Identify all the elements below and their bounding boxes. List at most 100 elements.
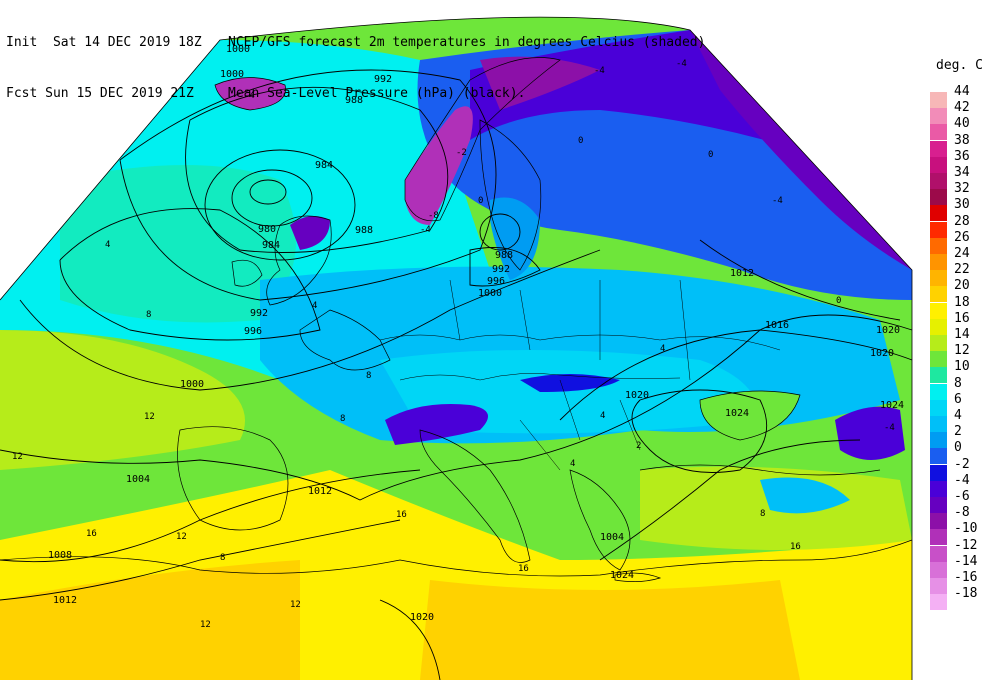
- temperature-label: 8: [760, 509, 765, 519]
- legend-label: -6: [954, 489, 970, 504]
- isobar-label: 984: [262, 240, 280, 251]
- legend-swatch: [930, 578, 947, 594]
- isobar-label: 996: [244, 326, 262, 337]
- legend-swatch: [930, 302, 947, 319]
- temperature-label: -4: [772, 196, 783, 206]
- legend-swatch: [930, 383, 947, 400]
- isobar-label: 1020: [625, 390, 649, 401]
- isobar-label: 1004: [600, 532, 624, 543]
- legend-label: 32: [954, 181, 970, 197]
- temperature-label: 4: [570, 459, 575, 469]
- temperature-label-group: -4 -4 -8 -2 -4 0 0 0 8 4 8 12 12 16 16 1…: [12, 59, 895, 630]
- legend-swatch: [930, 480, 947, 497]
- isobar-label: 1008: [48, 550, 72, 561]
- legend-label: 24: [954, 246, 970, 261]
- legend-swatch: [930, 432, 947, 449]
- temperature-label: 8: [340, 414, 345, 424]
- temperature-label: 12: [12, 452, 23, 462]
- isobar-label: 980: [258, 224, 276, 235]
- isobar-label: 992: [250, 308, 268, 319]
- legend-swatch: [930, 351, 947, 368]
- temperature-label: -4: [594, 66, 605, 76]
- legend-label: -4: [954, 472, 970, 488]
- legend-label: 0: [954, 440, 962, 456]
- temperature-label: 0: [578, 136, 583, 146]
- header-left: Init Sat 14 DEC 2019 18Z Fcst Sun 15 DEC…: [6, 0, 202, 119]
- temperature-label: 12: [290, 600, 301, 610]
- legend-label: 14: [954, 327, 970, 342]
- map-title: NCEP/GFS forecast 2m temperatures in deg…: [228, 35, 706, 50]
- legend-swatch: [930, 205, 947, 222]
- forecast-time: Fcst Sun 15 DEC 2019 21Z: [6, 86, 194, 101]
- legend-label: 42: [954, 100, 970, 116]
- temperature-label: 16: [86, 529, 97, 539]
- legend-swatch: [930, 335, 947, 351]
- legend-swatch: [930, 448, 947, 465]
- legend-swatch: [930, 124, 947, 141]
- legend-label: 16: [954, 310, 970, 326]
- temperature-label: 0: [836, 296, 841, 306]
- legend-swatch: [930, 254, 947, 270]
- legend-swatch: [930, 173, 947, 189]
- isobar-label: 1012: [730, 268, 754, 279]
- isobar-label: 1020: [410, 612, 434, 623]
- isobar-label: 1016: [765, 320, 789, 331]
- legend-label: -18: [954, 586, 978, 602]
- isobar-label: 992: [374, 74, 392, 85]
- temperature-label: 12: [144, 412, 155, 422]
- isobar-label: 1020: [870, 348, 894, 359]
- temperature-label: -4: [420, 225, 431, 235]
- temperature-label: 12: [200, 620, 211, 630]
- isobar-label: 984: [315, 160, 333, 171]
- legend-label: 30: [954, 197, 970, 213]
- isobar-label: 1004: [126, 474, 150, 485]
- legend-swatch: [930, 108, 947, 125]
- isobar-label: 1024: [725, 408, 749, 419]
- temperature-label: 4: [105, 240, 110, 250]
- isobar-label-group: 1000 992 988 984 980 984 988 988 992 996…: [48, 44, 904, 623]
- temperature-label: -4: [676, 59, 687, 69]
- legend-label: 2: [954, 424, 962, 440]
- legend-label: -16: [954, 570, 978, 585]
- temperature-label: 16: [790, 542, 801, 552]
- isobar-label: 1024: [610, 570, 634, 581]
- legend-swatch: [930, 399, 947, 416]
- legend-swatch: [930, 529, 947, 546]
- legend-swatch: [930, 189, 947, 206]
- isobar-label: 1000: [478, 288, 502, 299]
- temperature-label: 16: [396, 510, 407, 520]
- legend-label: -12: [954, 537, 978, 553]
- isobar-label: 992: [492, 264, 510, 275]
- temperature-label: 12: [176, 532, 187, 542]
- legend-title: deg. C: [936, 58, 983, 73]
- legend-swatch: [930, 140, 947, 157]
- legend-swatch: [930, 156, 947, 173]
- isobar-label: 988: [495, 250, 513, 261]
- temperature-label: -4: [884, 423, 895, 433]
- legend-label: -2: [954, 456, 970, 472]
- legend-label: 18: [954, 294, 970, 310]
- temperature-label: -8: [428, 211, 439, 221]
- legend-swatch: [930, 416, 947, 432]
- isobars: [0, 69, 913, 680]
- isobar-label: 988: [345, 95, 363, 106]
- legend-swatch: [930, 92, 947, 108]
- legend-label: 36: [954, 148, 970, 164]
- isobar-label: 1012: [53, 595, 77, 606]
- legend-swatch: [930, 464, 947, 481]
- legend-label: -10: [954, 521, 978, 537]
- temperature-label: 8: [220, 553, 225, 563]
- temperature-label: 0: [708, 150, 713, 160]
- isobar-label: 1020: [876, 325, 900, 336]
- legend-label: 28: [954, 213, 970, 229]
- legend-label: 38: [954, 132, 970, 148]
- legend-swatch: [930, 497, 947, 513]
- legend-label: -14: [954, 553, 978, 569]
- legend-swatch: [930, 286, 947, 303]
- legend-label: -8: [954, 505, 970, 521]
- temperature-label: -2: [456, 148, 467, 158]
- isobar-label: 1012: [308, 486, 332, 497]
- temperature-label: 8: [146, 310, 151, 320]
- legend-label: 12: [954, 343, 970, 359]
- legend-label: 44: [954, 84, 970, 99]
